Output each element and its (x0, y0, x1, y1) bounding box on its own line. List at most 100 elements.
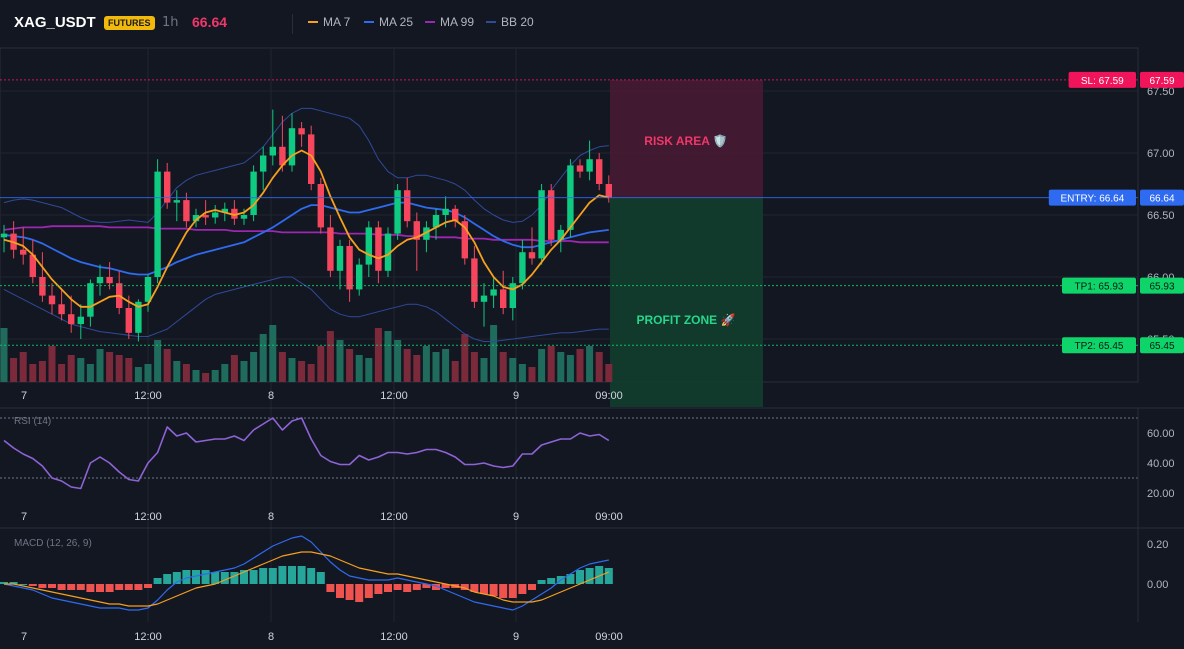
last-price: 66.64 (192, 14, 228, 30)
volume-bar (451, 361, 459, 382)
macd-histogram-bar (86, 584, 95, 592)
candle-body (375, 227, 382, 271)
volume-bar (422, 346, 430, 382)
candle-body (308, 134, 315, 184)
candle-body (298, 128, 305, 135)
rsi-y-tick: 20.00 (1147, 488, 1175, 500)
candle-body (404, 190, 411, 222)
volume-bar (595, 352, 603, 382)
volume-bar (221, 364, 229, 382)
candle-body (39, 277, 46, 296)
candle-body (279, 146, 286, 166)
macd-y-tick: 0.20 (1147, 539, 1168, 551)
candle-body (240, 215, 248, 219)
volume-bar (10, 358, 18, 382)
legend-ma99-label: MA 99 (440, 15, 475, 29)
macd-histogram-bar (537, 580, 546, 584)
volume-bar (278, 352, 286, 382)
macd-title: MACD (12, 26, 9) (14, 538, 92, 549)
main-x-tick: 12:00 (380, 390, 408, 402)
symbol-name[interactable]: XAG_USDT (14, 14, 96, 31)
volume-bar (134, 367, 142, 382)
candle-body (596, 159, 603, 184)
entry-axis-label: 66.64 (1149, 194, 1174, 205)
volume-bar (163, 349, 171, 382)
macd-histogram-bar (345, 584, 354, 600)
main-x-tick: 9 (513, 390, 519, 402)
candle-body (231, 208, 238, 219)
chart-header: XAG_USDT FUTURES 1h 66.64 MA 7 MA 25 MA … (0, 0, 1184, 48)
timeframe-label[interactable]: 1h (162, 15, 179, 30)
legend-ma7[interactable]: MA 7 (308, 15, 350, 29)
macd-histogram-bar (336, 584, 344, 598)
main-x-tick: 12:00 (134, 390, 162, 402)
volume-bar (566, 355, 574, 382)
macd-histogram-bar (499, 584, 508, 598)
volume-bar (470, 352, 478, 382)
candle-body (154, 171, 161, 277)
bb-lower-line (3, 276, 609, 342)
candle-body (106, 277, 113, 284)
volume-bar (326, 331, 334, 382)
rsi-x-tick: 8 (268, 511, 274, 523)
volume-bar (605, 364, 613, 382)
macd-histogram-bar (48, 584, 56, 588)
volume-bar (96, 349, 104, 382)
legend-bb20[interactable]: BB 20 (486, 15, 534, 29)
macd-histogram-bar (220, 572, 229, 584)
volume-bar (490, 325, 498, 382)
candle-body (461, 221, 468, 259)
volume-bar (77, 358, 85, 382)
macd-histogram-bar (489, 584, 498, 596)
candle-body (0, 233, 8, 238)
tp1-tag-label: TP1: 65.93 (1075, 282, 1124, 293)
macd-signal-line (4, 551, 610, 607)
macd-histogram-bar (76, 584, 85, 590)
main-x-tick: 09:00 (595, 390, 623, 402)
macd-histogram-bar (105, 584, 114, 592)
macd-histogram-bar (288, 566, 296, 584)
macd-histogram-bar (422, 584, 431, 588)
macd-x-tick: 8 (268, 631, 274, 643)
volume-bar (192, 370, 200, 382)
profit-zone-label: PROFIT ZONE 🚀 (637, 313, 736, 327)
candle-body (490, 289, 497, 296)
macd-histogram-bar (307, 568, 316, 584)
macd-histogram-bar (57, 584, 66, 590)
legend-ma25[interactable]: MA 25 (364, 15, 413, 29)
ma99-line (3, 225, 609, 244)
macd-x-tick: 12:00 (134, 631, 162, 643)
candle-body (135, 301, 142, 333)
macd-histogram-bar (576, 570, 584, 584)
candle-body (576, 165, 584, 172)
entry-tag-label: ENTRY: 66.64 (1061, 194, 1125, 205)
volume-bar (374, 328, 382, 382)
volume-bar (518, 364, 526, 382)
volume-bar (86, 364, 94, 382)
macd-histogram-bar (595, 566, 604, 584)
volume-bar (346, 349, 354, 382)
volume-bar (144, 364, 152, 382)
candle-body (164, 171, 171, 203)
macd-histogram-bar (355, 584, 364, 602)
legend-ma99[interactable]: MA 99 (425, 15, 474, 29)
macd-x-tick: 09:00 (595, 631, 623, 643)
sl-tag-label: SL: 67.59 (1081, 76, 1124, 87)
volume-bar (250, 352, 258, 382)
volume-bar (557, 352, 565, 382)
macd-histogram-bar (182, 570, 191, 584)
macd-histogram-bar (480, 584, 488, 594)
candle-body (212, 212, 219, 218)
rsi-line (3, 417, 610, 490)
candle-body (221, 208, 228, 213)
volume-bar (355, 355, 363, 382)
candle-body (384, 233, 392, 271)
rsi-x-tick: 12:00 (134, 511, 162, 523)
candle-body (58, 304, 65, 315)
macd-histogram-bar (163, 574, 172, 584)
macd-histogram-bar (211, 572, 220, 584)
volume-bar (384, 331, 392, 382)
candle-body (586, 159, 593, 172)
volume-bar (125, 358, 133, 382)
